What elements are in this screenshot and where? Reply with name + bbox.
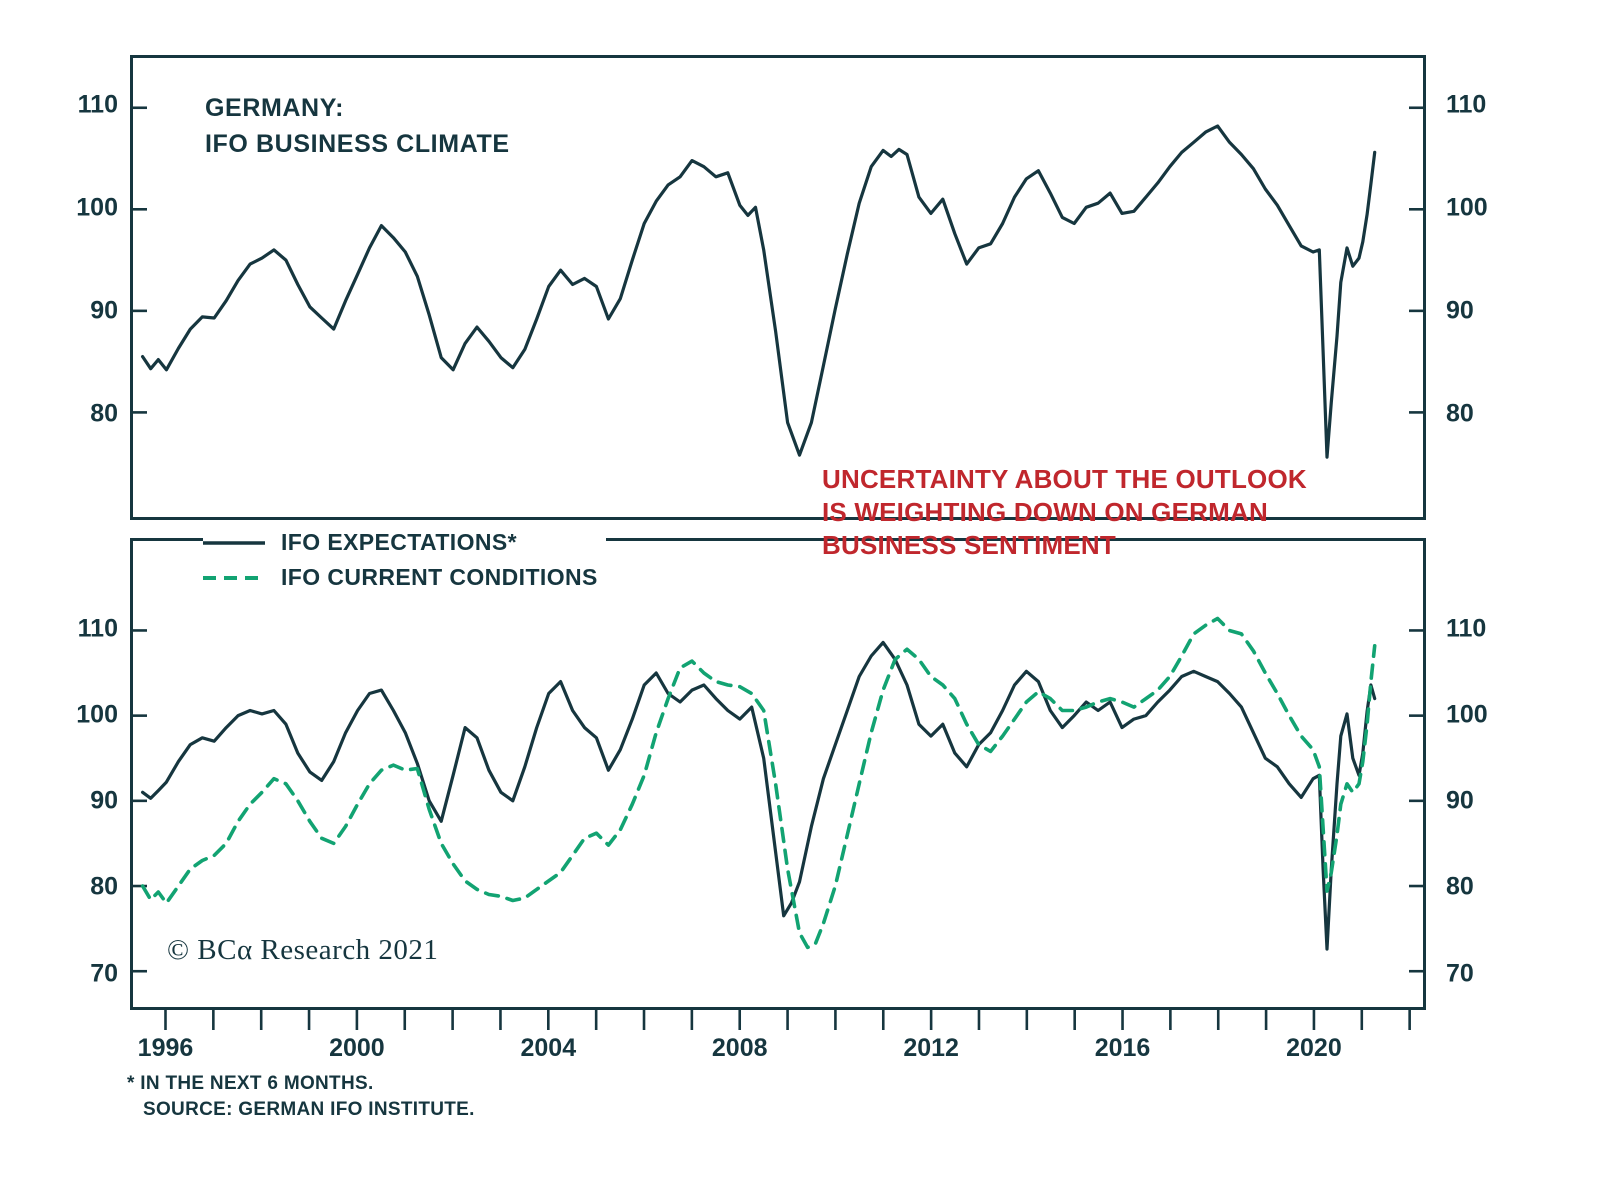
y-axis-tick-label: 80 [90,872,118,901]
y-axis-tick-label: 110 [1446,614,1487,643]
x-axis-ticks [164,1010,1411,1030]
series-expectations [141,640,1377,951]
y-axis-tick-label: 70 [1446,959,1474,988]
y-axis-tick-label: 80 [90,399,118,428]
bottom-panel-y-axis-labels-left: 70 80 90 100 110 [54,538,118,1010]
legend: IFO EXPECTATIONS* IFO CURRENT CONDITIONS [203,525,606,595]
y-axis-tick-label: 100 [76,700,118,729]
copyright-notice: © BCα Research 2021 [167,934,439,966]
x-axis-tick-label: 2012 [903,1034,959,1062]
y-axis-tick-label: 80 [1446,872,1474,901]
y-axis-tick-label: 110 [77,90,118,119]
y-axis-tick-label: 80 [1446,399,1474,428]
chart-title-line-1: GERMANY: [205,94,345,122]
x-axis-tick-label: 2016 [1094,1034,1151,1062]
y-axis-tick-label: 90 [1446,296,1474,325]
y-axis-tick-label: 70 [90,959,118,988]
top-panel-y-axis-labels-right: 80 90 100 110 [1446,55,1510,520]
y-axis-tick-label: 90 [90,296,118,325]
expectations-conditions-plot [133,616,1423,973]
annotation-text: UNCERTAINTY ABOUT THE OUTLOOK IS WEIGHTI… [822,463,1307,562]
x-axis-labels: 1996 2000 2004 2008 2012 2016 2020 [132,1034,1424,1066]
x-axis-tick-label: 2000 [329,1034,385,1062]
footnote-asterisk: * IN THE NEXT 6 MONTHS. [127,1073,374,1094]
y-axis-tick-label: 90 [1446,786,1474,815]
y-axis-tick-label: 100 [1446,193,1488,222]
y-axis-tick-label: 110 [77,614,118,643]
solid-line-swatch [203,540,265,545]
x-axis-tick-label: 2020 [1286,1034,1342,1062]
business-climate-panel: GERMANY: IFO BUSINESS CLIMATE [130,55,1426,520]
y-axis-tick-label: 100 [1446,700,1488,729]
expectations-conditions-panel [130,538,1426,1010]
business-climate-plot [133,106,1423,459]
y-axis-tick-label: 110 [1446,90,1487,119]
chart-title: GERMANY: IFO BUSINESS CLIMATE [205,90,510,162]
x-axis-tick-label: 2004 [520,1034,577,1062]
legend-label-expectations: IFO EXPECTATIONS* [281,529,517,555]
top-panel-y-axis-labels-left: 80 90 100 110 [54,55,118,520]
x-axis-tick-label: 2008 [711,1034,768,1062]
dashed-line-swatch [203,575,265,580]
x-axis [132,1010,1424,1032]
series-business-climate [141,124,1377,459]
y-axis-tick-label: 90 [90,786,118,815]
legend-item-current-conditions: IFO CURRENT CONDITIONS [203,560,606,595]
footnotes: * IN THE NEXT 6 MONTHS. SOURCE: GERMAN I… [127,1071,475,1123]
y-axis-tick-label: 100 [76,193,118,222]
bottom-panel-y-axis-labels-right: 70 80 90 100 110 [1446,538,1510,1010]
legend-item-expectations: IFO EXPECTATIONS* [203,525,606,560]
annotation-line-3: BUSINESS SENTIMENT [822,530,1116,560]
legend-label-current-conditions: IFO CURRENT CONDITIONS [281,564,598,590]
x-axis-tick-label: 1996 [137,1034,194,1062]
series-current-conditions [140,616,1377,950]
annotation-line-2: IS WEIGHTING DOWN ON GERMAN [822,497,1268,527]
footnote-source: SOURCE: GERMAN IFO INSTITUTE. [143,1099,475,1120]
annotation-line-1: UNCERTAINTY ABOUT THE OUTLOOK [822,464,1307,494]
chart-title-line-2: IFO BUSINESS CLIMATE [205,130,510,158]
